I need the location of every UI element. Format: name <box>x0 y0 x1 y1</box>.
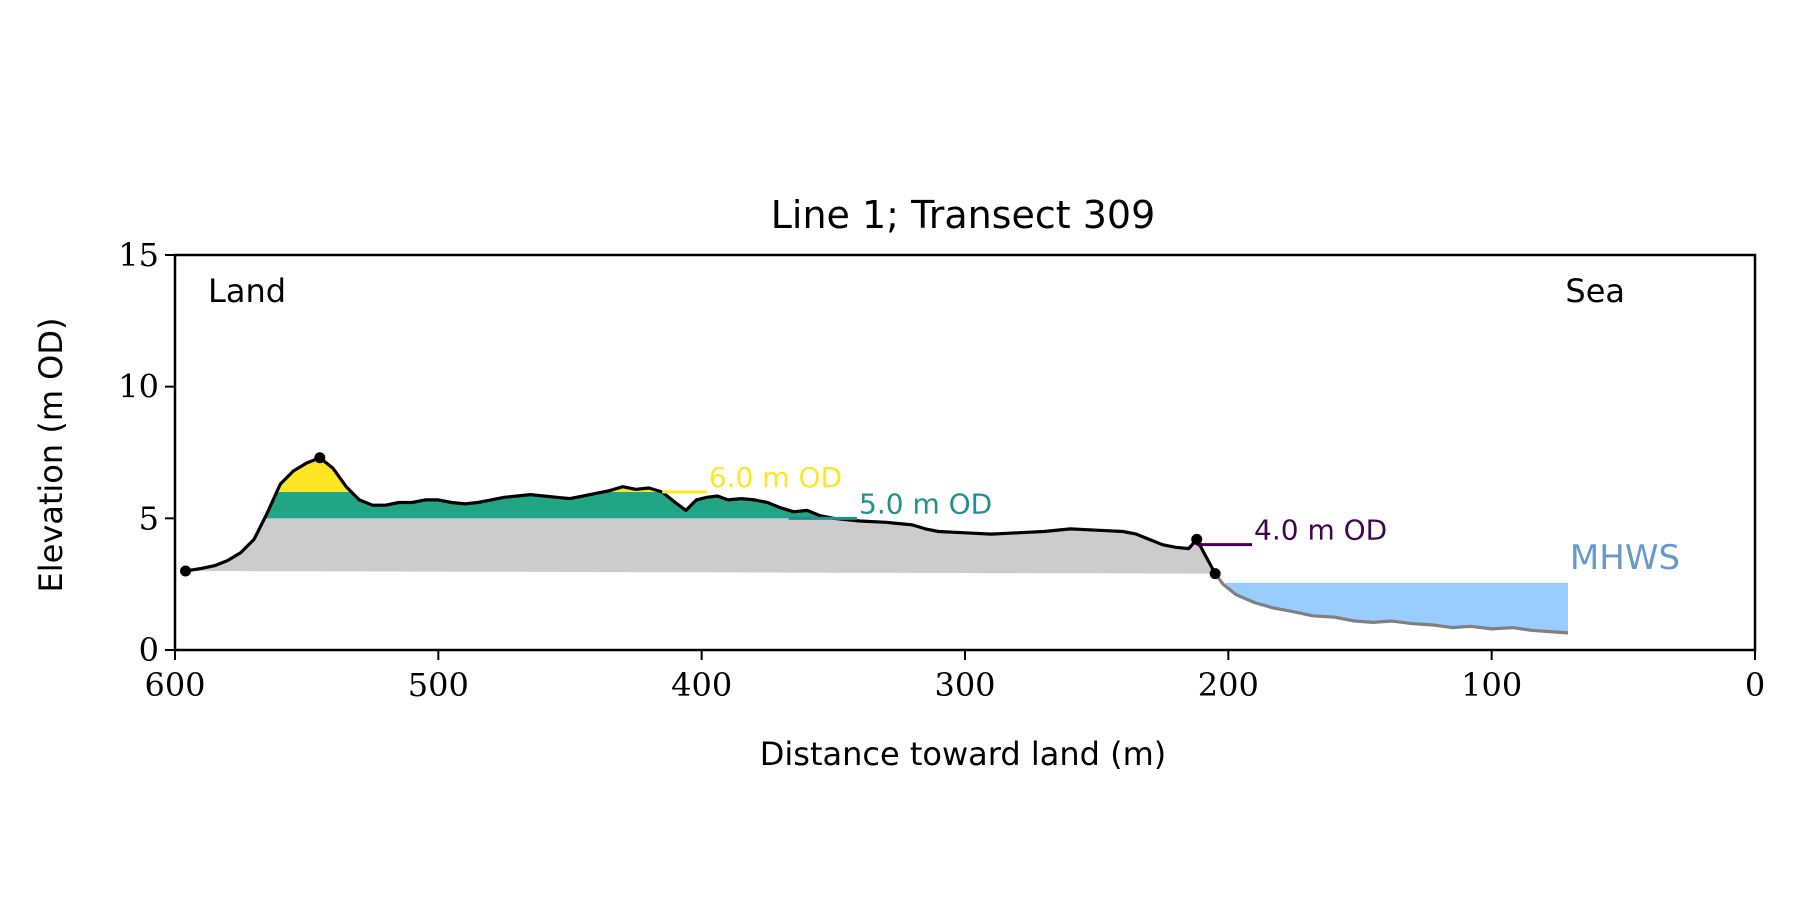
x-tick-label-3: 300 <box>934 666 995 704</box>
corner-label-land: Land <box>208 272 286 310</box>
x-tick-label-5: 100 <box>1461 666 1522 704</box>
level-label-2: 4.0 m OD <box>1254 514 1387 547</box>
x-tick-label-1: 500 <box>408 666 469 704</box>
profile-line <box>185 456 1217 575</box>
plot-area: 6.0 m OD 5.0 m OD 4.0 m OD MHWS <box>180 452 1680 635</box>
profile-marker-0 <box>180 565 192 577</box>
y-axis-label: Elevation (m OD) <box>32 318 70 593</box>
mhws-label: MHWS <box>1570 538 1680 578</box>
axes: 600 500 400 300 200 100 0 0 5 10 15 <box>118 236 1765 704</box>
x-tick-label-2: 400 <box>671 666 732 704</box>
x-axis-label: Distance toward land (m) <box>760 735 1166 773</box>
x-tick-label-0: 600 <box>144 666 205 704</box>
corner-label-sea: Sea <box>1565 272 1625 310</box>
above-6m-fill-0 <box>276 457 352 492</box>
y-tick-label-3: 15 <box>118 236 159 274</box>
x-tick-label-4: 200 <box>1198 666 1259 704</box>
y-tick-label-0: 0 <box>139 631 159 669</box>
level-label-0: 6.0 m OD <box>709 461 842 494</box>
profile-marker-3 <box>1209 568 1221 580</box>
level-label-1: 5.0 m OD <box>859 487 992 520</box>
y-tick-label-2: 10 <box>118 368 159 406</box>
profile-marker-2 <box>1191 533 1203 545</box>
chart-title: Line 1; Transect 309 <box>771 193 1156 237</box>
y-tick-label-1: 5 <box>139 499 159 537</box>
seaward-profile-line <box>1213 572 1569 635</box>
mhws-water-fill <box>1225 582 1568 633</box>
x-tick-label-6: 0 <box>1745 666 1765 704</box>
profile-marker-1 <box>314 452 326 464</box>
